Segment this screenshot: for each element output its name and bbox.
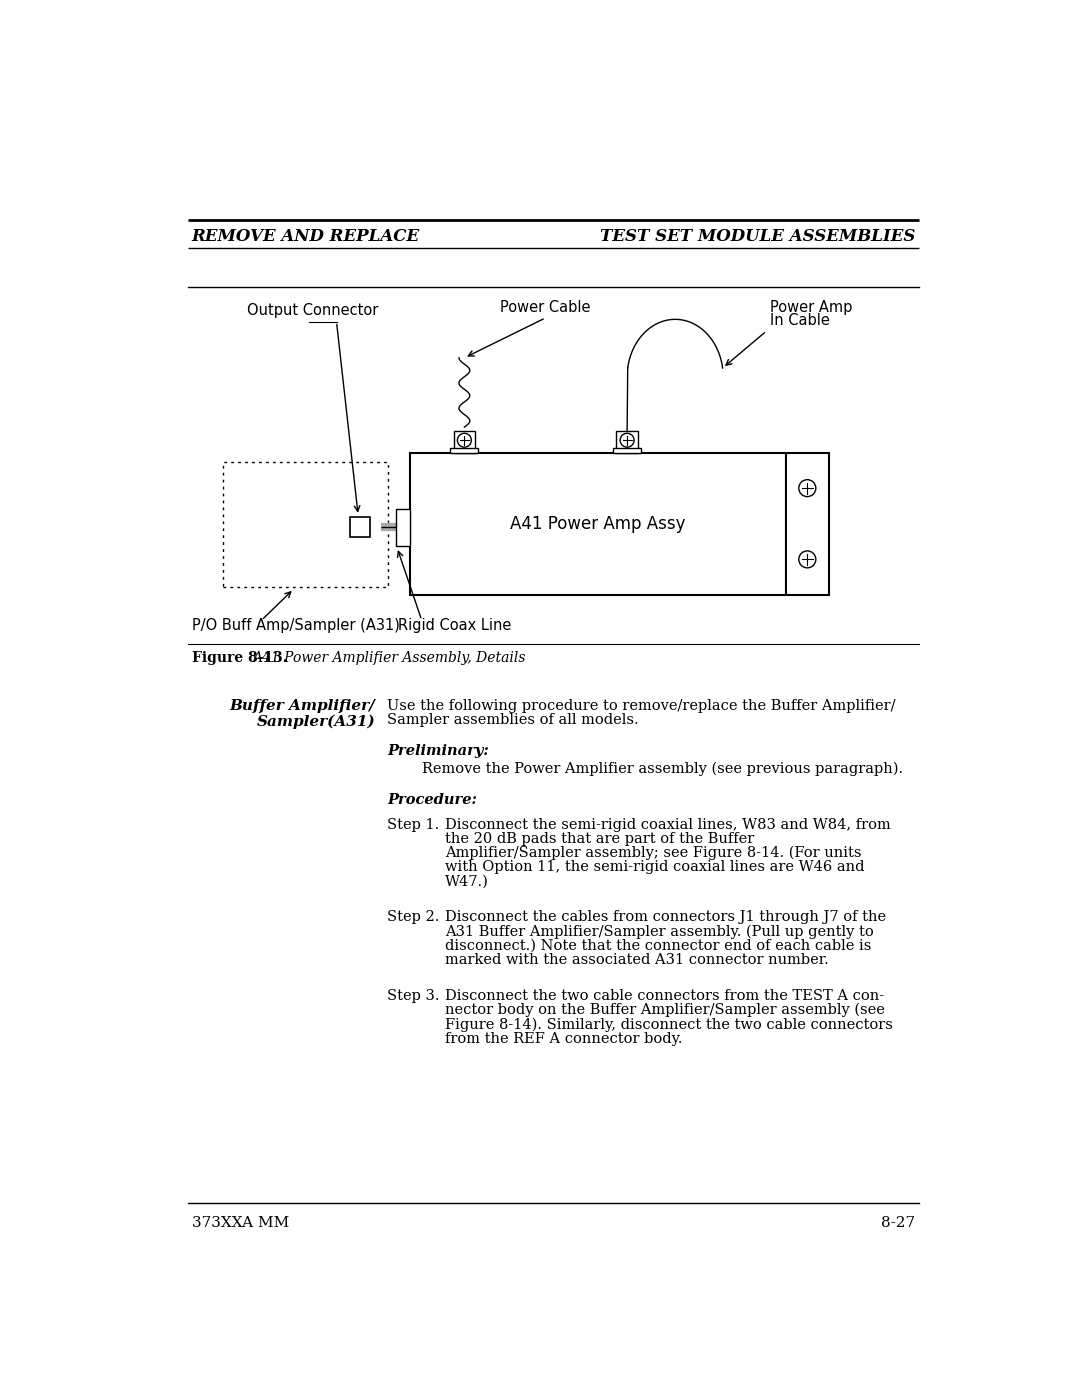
Text: Power Cable: Power Cable: [500, 300, 591, 316]
Text: Disconnect the two cable connectors from the TEST A con-: Disconnect the two cable connectors from…: [445, 989, 885, 1003]
Text: 373XXA MM: 373XXA MM: [191, 1215, 288, 1229]
Text: marked with the associated A31 connector number.: marked with the associated A31 connector…: [445, 953, 828, 967]
Bar: [410, 453, 786, 595]
Text: W47.): W47.): [445, 875, 489, 888]
Bar: [613, 448, 642, 453]
Text: Power Amp: Power Amp: [770, 300, 853, 316]
Text: Disconnect the cables from connectors J1 through J7 of the: Disconnect the cables from connectors J1…: [445, 911, 886, 925]
Text: Output Connector: Output Connector: [247, 303, 379, 317]
Text: disconnect.) Note that the connector end of each cable is: disconnect.) Note that the connector end…: [445, 939, 872, 953]
Text: A41 Power Amp Assy: A41 Power Amp Assy: [511, 514, 686, 532]
Bar: [617, 432, 638, 453]
Text: Sampler(A31): Sampler(A31): [257, 714, 375, 729]
Text: Procedure:: Procedure:: [387, 793, 476, 807]
Text: nector body on the Buffer Amplifier/Sampler assembly (see: nector body on the Buffer Amplifier/Samp…: [445, 1003, 885, 1017]
Text: Amplifier/Sampler assembly; see Figure 8-14. (For units: Amplifier/Sampler assembly; see Figure 8…: [445, 847, 862, 861]
Text: 8-27: 8-27: [881, 1215, 916, 1229]
Text: A31 Buffer Amplifier/Sampler assembly. (Pull up gently to: A31 Buffer Amplifier/Sampler assembly. (…: [445, 925, 874, 939]
Bar: [450, 448, 478, 453]
Text: A41 Power Amplifier Assembly, Details: A41 Power Amplifier Assembly, Details: [252, 651, 526, 665]
Text: Step 1.: Step 1.: [387, 817, 440, 831]
Text: Figure 8-14). Similarly, disconnect the two cable connectors: Figure 8-14). Similarly, disconnect the …: [445, 1017, 893, 1032]
Text: In Cable: In Cable: [770, 313, 831, 328]
Text: the 20 dB pads that are part of the Buffer: the 20 dB pads that are part of the Buff…: [445, 831, 754, 845]
Bar: [786, 453, 828, 595]
Text: with Option 11, the semi-rigid coaxial lines are W46 and: with Option 11, the semi-rigid coaxial l…: [445, 861, 864, 875]
Text: Figure 8-13.: Figure 8-13.: [191, 651, 287, 665]
Text: Disconnect the semi-rigid coaxial lines, W83 and W84, from: Disconnect the semi-rigid coaxial lines,…: [445, 817, 891, 831]
Bar: [222, 462, 389, 587]
Text: Rigid Coax Line: Rigid Coax Line: [399, 617, 512, 633]
Bar: [350, 517, 369, 538]
Text: Remove the Power Amplifier assembly (see previous paragraph).: Remove the Power Amplifier assembly (see…: [422, 763, 903, 777]
Bar: [454, 432, 475, 453]
Text: Use the following procedure to remove/replace the Buffer Amplifier/: Use the following procedure to remove/re…: [387, 698, 895, 712]
Text: from the REF A connector body.: from the REF A connector body.: [445, 1031, 683, 1045]
Text: Sampler assemblies of all models.: Sampler assemblies of all models.: [387, 712, 638, 726]
Text: REMOVE AND REPLACE: REMOVE AND REPLACE: [191, 229, 420, 246]
Text: P/O Buff Amp/Sampler (A31): P/O Buff Amp/Sampler (A31): [191, 617, 400, 633]
Text: Preliminary:: Preliminary:: [387, 743, 488, 757]
Bar: [396, 509, 410, 546]
Text: Step 3.: Step 3.: [387, 989, 440, 1003]
Text: Buffer Amplifier/: Buffer Amplifier/: [229, 698, 375, 712]
Text: TEST SET MODULE ASSEMBLIES: TEST SET MODULE ASSEMBLIES: [600, 229, 916, 246]
Text: Step 2.: Step 2.: [387, 911, 440, 925]
